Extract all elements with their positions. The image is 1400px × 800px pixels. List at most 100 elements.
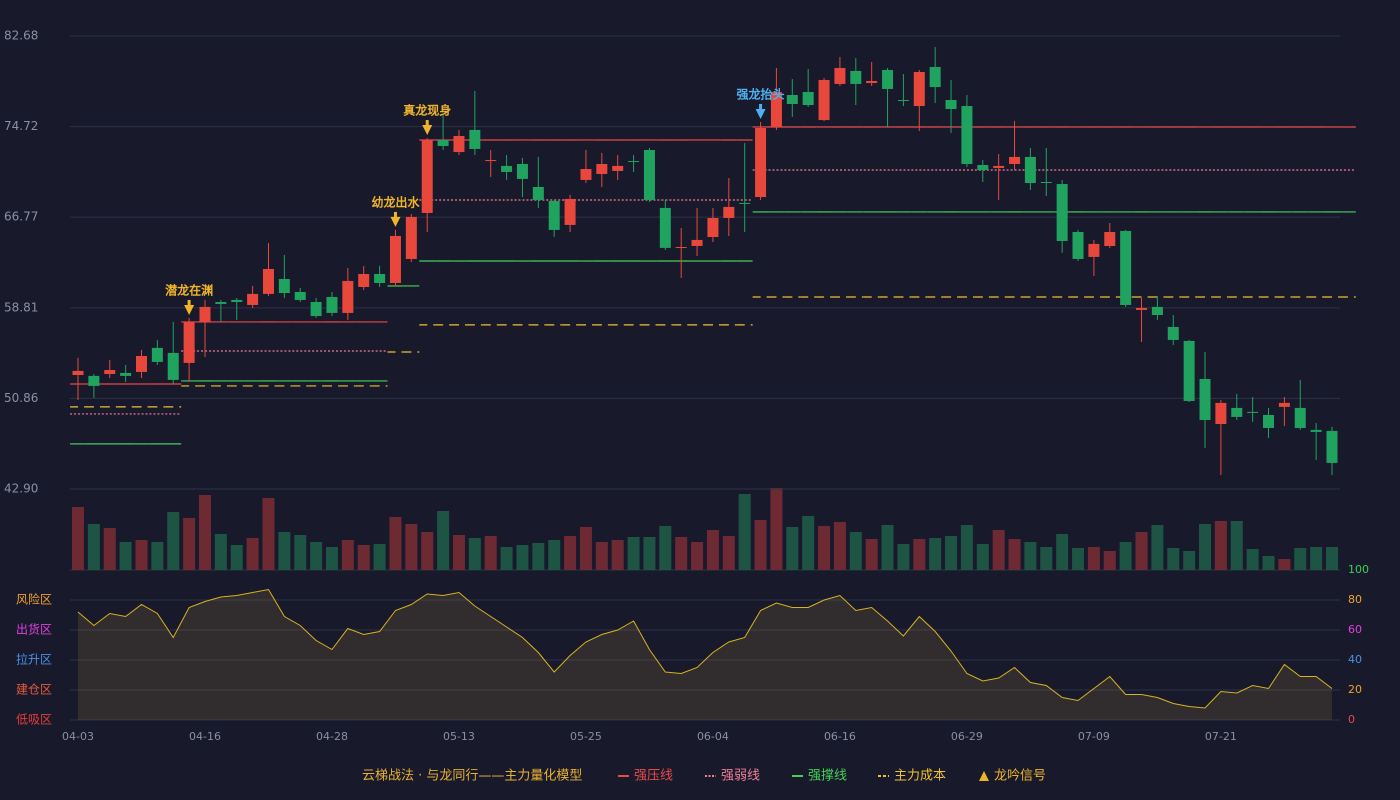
candle-body xyxy=(596,163,608,175)
y-tick-label: 66.77 xyxy=(4,210,38,224)
volume-bar xyxy=(72,507,84,570)
signal-label: 强龙抬头 xyxy=(737,86,785,101)
signal-stem xyxy=(759,103,763,110)
x-tick-label: 05-25 xyxy=(570,730,602,743)
volume-bar xyxy=(516,545,529,570)
volume-bar xyxy=(627,537,640,570)
candle-body xyxy=(532,187,544,200)
candle-body xyxy=(262,268,274,294)
volume-bar xyxy=(294,535,307,570)
y-tick-label: 58.81 xyxy=(4,300,38,314)
candle-body xyxy=(993,165,1005,168)
oscillator-area xyxy=(78,589,1332,720)
volume-bar xyxy=(706,530,719,570)
volume-bar xyxy=(1103,551,1116,570)
candle-body xyxy=(453,135,465,153)
volume-bar xyxy=(103,528,116,570)
volume-bar xyxy=(1056,534,1069,570)
volume-bar xyxy=(1294,548,1307,570)
signal-label: 幼龙出水 xyxy=(371,194,420,209)
candle-body xyxy=(135,355,147,372)
y-tick-label: 50.86 xyxy=(4,391,38,405)
candle-body xyxy=(215,302,227,304)
legend-label: 强压线 xyxy=(634,769,673,784)
candle-body xyxy=(342,280,354,313)
candle-body xyxy=(659,207,671,248)
volume-bar xyxy=(960,525,973,570)
volume-bar xyxy=(913,539,926,570)
volume-bar xyxy=(452,535,465,570)
legend-swatch xyxy=(979,771,989,781)
candle-body xyxy=(929,66,941,88)
volume-bar xyxy=(865,539,878,570)
candle-body xyxy=(675,247,687,249)
signal-label: 真龙现身 xyxy=(403,103,451,118)
volume-bar xyxy=(802,516,815,570)
candle-body xyxy=(88,375,100,386)
volume-bar xyxy=(1151,525,1164,570)
signal-arrow xyxy=(422,125,433,136)
legend-label: 龙吟信号 xyxy=(994,768,1046,784)
candle-body xyxy=(882,69,894,89)
candle-body xyxy=(548,201,560,230)
volume-bar xyxy=(849,532,862,570)
candle-body xyxy=(961,106,973,164)
volume-bar xyxy=(183,518,196,570)
volume-bar xyxy=(992,530,1005,570)
volume-bar xyxy=(976,544,989,570)
candle-body xyxy=(1263,414,1275,428)
volume-bar xyxy=(341,540,354,570)
signal-stem xyxy=(393,211,397,218)
volume-bar xyxy=(1072,548,1085,570)
legend-label: 强撑线 xyxy=(808,769,847,784)
volume-bar xyxy=(246,538,259,570)
candle-body xyxy=(421,139,433,213)
volume-bar xyxy=(1310,547,1323,570)
zone-label: 拉升区 xyxy=(16,652,52,667)
volume-bar xyxy=(675,537,688,570)
candle-body xyxy=(183,321,195,363)
candle-body xyxy=(1294,407,1306,428)
candle-body xyxy=(1231,407,1243,417)
candle-body xyxy=(1183,340,1195,401)
candle-body xyxy=(374,274,386,283)
volume-bar xyxy=(325,547,338,570)
candle-body xyxy=(786,94,798,104)
candle-body xyxy=(1040,181,1052,184)
volume-bar xyxy=(437,511,450,570)
candle-body xyxy=(310,302,322,317)
candle-body xyxy=(358,274,370,287)
candle-body xyxy=(120,372,132,376)
volume-bar xyxy=(754,520,767,570)
volume-bar xyxy=(1278,559,1291,570)
x-tick-label: 07-21 xyxy=(1205,730,1237,743)
y-tick-label: 20 xyxy=(1348,683,1362,696)
candle-body xyxy=(199,306,211,322)
candle-body xyxy=(850,70,862,84)
candle-body xyxy=(707,217,719,237)
zone-label: 出货区 xyxy=(16,622,52,637)
volume-bar xyxy=(1119,542,1132,570)
volume-bar xyxy=(421,532,434,570)
volume-bar xyxy=(1135,532,1148,570)
volume-bar xyxy=(548,540,561,570)
volume-bar xyxy=(500,547,513,570)
volume-bar xyxy=(786,527,799,570)
candle-body xyxy=(755,128,767,198)
zone-label: 风险区 xyxy=(16,592,52,607)
volume-bar xyxy=(167,512,180,570)
candle-body xyxy=(247,293,259,305)
volume-bar xyxy=(659,526,672,570)
candle-body xyxy=(1088,243,1100,257)
volume-bar xyxy=(262,498,275,570)
volume-bar xyxy=(818,526,831,570)
y-tick-label: 100 xyxy=(1348,563,1369,576)
candle-body xyxy=(1310,429,1322,432)
volume-bar xyxy=(1262,556,1275,570)
volume-bar xyxy=(230,545,243,570)
candle-body xyxy=(1024,156,1036,184)
volume-bar xyxy=(564,536,577,570)
candle-body xyxy=(1278,402,1290,407)
candle-body xyxy=(1104,231,1116,246)
volume-bar xyxy=(1167,548,1180,570)
